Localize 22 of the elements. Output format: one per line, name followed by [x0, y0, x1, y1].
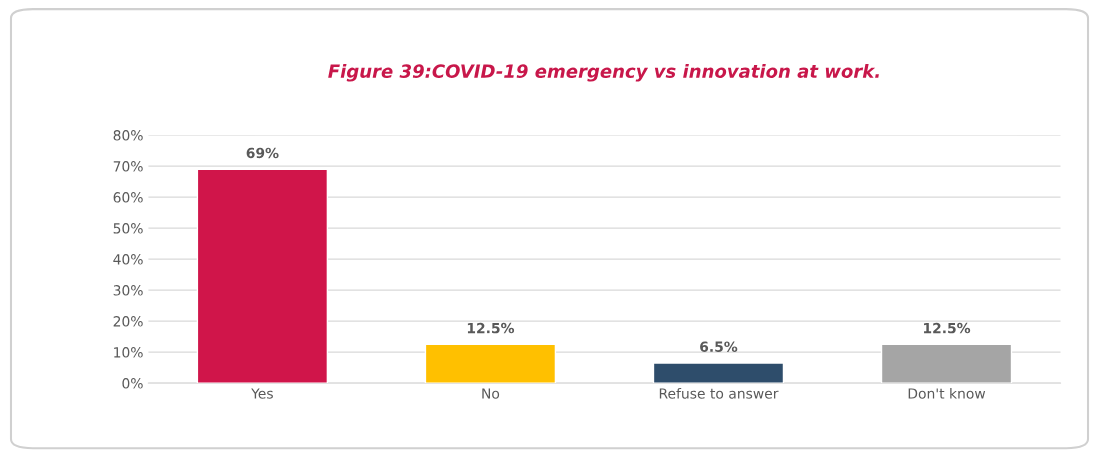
x-tick-label: Refuse to answer [659, 387, 779, 399]
bar [652, 362, 785, 384]
data-label: 12.5% [923, 322, 971, 334]
data-label: 69% [246, 147, 279, 159]
y-tick-label: 40% [113, 254, 143, 265]
y-tick-label: 0% [122, 378, 143, 389]
y-tick-label: 50% [113, 223, 143, 234]
x-tick-label: No [482, 388, 500, 399]
x-tick-label: Don't know [908, 387, 986, 399]
y-tick-label: 60% [113, 192, 143, 203]
y-tick-label: 30% [113, 285, 143, 296]
y-tick-label: 80% [113, 130, 143, 141]
y-tick-label: 20% [113, 316, 143, 327]
data-label: 12.5% [467, 322, 515, 334]
bar [196, 168, 329, 384]
chart-title: Figure 39:COVID-19 emergency vs innovation at work. [328, 63, 879, 82]
bar [424, 343, 557, 384]
bar [880, 343, 1013, 384]
x-tick-label: Yes [251, 388, 273, 399]
y-tick-label: 10% [114, 347, 143, 358]
data-label: 6.5% [700, 341, 738, 352]
y-tick-label: 70% [113, 161, 143, 172]
